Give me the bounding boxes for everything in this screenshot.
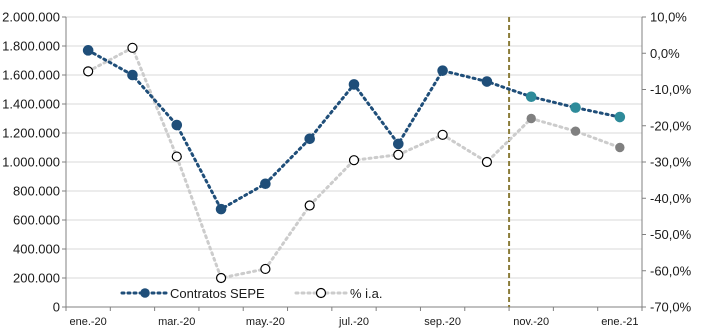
contratos-point [82, 45, 94, 56]
y-right-tick-label: -40,0% [650, 191, 692, 206]
y-right-tick-label: 0,0% [650, 46, 680, 61]
ia-point [437, 129, 448, 140]
y-left-tick-label: 800.000 [13, 184, 60, 199]
contratos-point [127, 69, 138, 81]
legend: Contratos SEPE % i.a. [120, 286, 383, 301]
y-right-tick-label: -70,0% [650, 300, 692, 315]
legend-contratos-label: Contratos SEPE [170, 286, 265, 301]
legend-contratos-swatch-marker [140, 288, 150, 298]
y-left-tick-label: 200.000 [13, 271, 60, 286]
y-left-tick-label: 1.200.000 [2, 126, 60, 141]
y-left-tick-label: 600.000 [13, 213, 60, 228]
ia-point [348, 155, 360, 166]
contratos-point [171, 119, 183, 131]
ia-point [260, 263, 271, 275]
x-tick-label: mar.-20 [158, 316, 195, 328]
series-ia [83, 42, 625, 284]
contratos-point [525, 91, 537, 103]
ia-point [615, 142, 625, 153]
x-tick-label: sep.-20 [424, 316, 461, 328]
y-left-tick-label: 0 [53, 300, 60, 315]
y-right-tick-label: -50,0% [650, 227, 692, 242]
x-tick-labels: ene.-20 mar.-20 may.-20 jul.-20 sep.-20 nov.-… [69, 316, 638, 328]
y-left-tick-label: 1.600.000 [2, 68, 60, 83]
contratos-point [614, 111, 626, 123]
x-tick-label: may.-20 [246, 316, 285, 328]
x-tick-label: ene.-21 [601, 316, 638, 328]
y-left-tick-label: 2.000.000 [2, 10, 60, 25]
x-tick-label: ene.-20 [69, 316, 106, 328]
y-left-tick-label: 400.000 [13, 242, 60, 257]
ia-point [481, 156, 493, 168]
y-right-tick-label: 10,0% [650, 10, 687, 25]
contratos-point [348, 79, 360, 90]
axes [62, 16, 646, 311]
ia-point [304, 200, 315, 211]
ia-point [570, 126, 581, 136]
y-right-tick-label: -10,0% [650, 82, 692, 97]
y-left-tick-label: 1.400.000 [2, 97, 60, 112]
x-tick-label: jul.-20 [338, 316, 369, 328]
series-contratos [82, 45, 626, 215]
y-right-tick-label: -30,0% [650, 155, 692, 170]
contratos-point [570, 102, 581, 113]
contratos-series-line [86, 48, 622, 212]
legend-ia-label: % i.a. [350, 286, 383, 301]
ia-point [171, 151, 182, 162]
contratos-point [215, 203, 227, 215]
contratos-point [481, 76, 493, 87]
y-left-tick-label: 1.000.000 [2, 155, 60, 170]
ia-point [215, 272, 227, 284]
contratos-point [260, 178, 271, 190]
y-left-tick-label: 1.800.000 [2, 39, 60, 54]
y-right-tick-labels: -70,0% -60,0% -50,0% -40,0% -30,0% -20,0% -10,… [650, 10, 692, 315]
gridlines [66, 16, 642, 279]
x-tick-label: nov.-20 [513, 316, 549, 328]
ia-point [83, 66, 94, 77]
legend-ia-swatch-marker [315, 287, 327, 299]
contratos-point [304, 133, 315, 145]
y-right-tick-label: -20,0% [650, 118, 692, 133]
y-left-tick-labels: 0 200.000 400.000 600.000 800.000 1.000.000 1.… [2, 10, 60, 315]
y-right-tick-label: -60,0% [650, 263, 692, 278]
contratos-point [393, 138, 404, 150]
ia-point [127, 42, 138, 53]
ia-point [393, 149, 404, 160]
contratos-point [437, 65, 448, 76]
ia-point [526, 113, 536, 124]
